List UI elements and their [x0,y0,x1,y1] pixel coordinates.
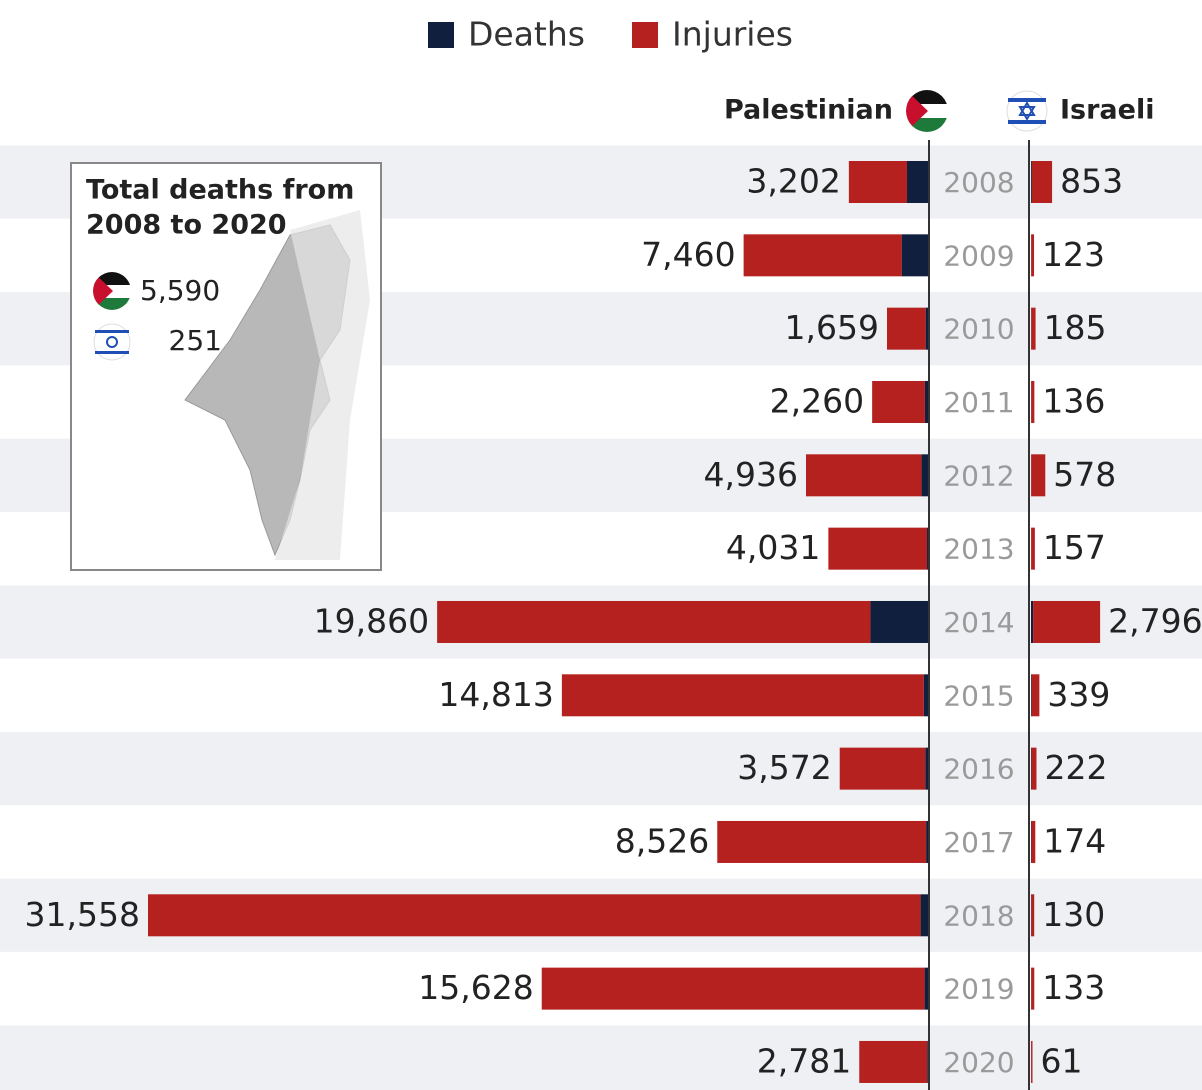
bar-segment [717,820,927,863]
inset: Total deaths from 2008 to 2020 5,590 251 [70,162,382,571]
total-label: 31,558 [25,895,140,934]
bar-segment [541,967,925,1010]
bar-segment [870,600,928,643]
bar-segment [1031,527,1035,570]
bar-segment [848,161,908,203]
year-label: 2016 [943,753,1014,786]
bar-segment [1031,820,1036,863]
bar-segment [437,600,871,643]
bar-segment [148,894,921,937]
bar-segment [743,234,902,277]
inset-value: 5,590 [140,274,220,307]
palestine-flag [906,90,948,132]
bar-segment [1031,674,1040,717]
total-label: 8,526 [615,821,709,860]
total-label: 174 [1043,821,1106,860]
year-label: 2011 [943,386,1014,419]
bar-segment [561,674,924,717]
total-label: 2,260 [770,381,864,420]
year-label: 2012 [943,459,1014,492]
total-label: 3,202 [746,162,840,201]
year-label: 2020 [943,1046,1014,1079]
side-header: Israeli [1060,95,1154,126]
legend-swatch [632,22,658,48]
israel-flag [1006,90,1048,132]
total-label: 7,460 [641,235,735,274]
bar-segment [924,967,928,1010]
bar-segment [1031,600,1034,643]
year-label: 2013 [943,533,1014,566]
bar-segment [921,454,928,497]
year-label: 2019 [943,973,1014,1006]
year-label: 2014 [943,606,1014,639]
row-stripe [0,1025,1202,1090]
bar-segment [1033,600,1101,643]
bar-segment [1031,1040,1033,1083]
bars: 2008 3,202 853 2009 7,460 123 2010 1,659 185 2011… [25,161,1202,1083]
bar-segment [1031,234,1035,277]
total-label: 15,628 [418,968,533,1007]
bar-segment [859,1040,928,1083]
inset-title: 2008 to 2020 [86,210,287,241]
inset-value: 251 [169,324,222,357]
bar-segment [927,527,928,570]
row-stripe [0,732,1202,806]
total-label: 133 [1042,968,1105,1007]
total-label: 3,572 [737,748,831,787]
legend: Deaths Injuries [428,15,793,54]
year-label: 2018 [943,899,1014,932]
bar-segment [1031,454,1046,497]
bar-segment [805,454,922,497]
bar-segment [1031,161,1032,203]
bar-segment [907,161,928,203]
bar-segment [925,307,928,350]
total-label: 157 [1043,528,1106,567]
total-label: 61 [1041,1041,1083,1080]
bar-segment [925,747,928,790]
total-label: 4,936 [704,455,798,494]
bar-segment [923,674,928,717]
year-label: 2008 [943,166,1014,199]
bar-segment [901,234,928,277]
total-label: 4,031 [726,528,820,567]
total-label: 853 [1060,162,1123,201]
bar-segment [839,747,926,790]
year-label: 2010 [943,313,1014,346]
total-label: 2,781 [757,1041,851,1080]
total-label: 19,860 [314,601,429,640]
year-label: 2017 [943,826,1014,859]
bar-segment [924,380,928,423]
total-label: 2,796 [1108,601,1202,640]
legend-label: Injuries [672,15,793,54]
total-label: 222 [1044,748,1107,787]
bar-segment [920,894,928,937]
total-label: 123 [1042,235,1105,274]
bar-segment [828,527,928,570]
side-header: Palestinian [724,95,893,126]
inset-title: Total deaths from [86,175,354,206]
legend-label: Deaths [468,15,585,54]
total-label: 185 [1044,308,1107,347]
bar-segment [927,1040,928,1083]
bar-segment [1031,161,1053,203]
total-label: 130 [1042,895,1105,934]
bar-segment [1031,747,1037,790]
year-label: 2015 [943,679,1014,712]
year-label: 2009 [943,239,1014,272]
bar-segment [1031,380,1035,423]
bar-segment [886,307,926,350]
bar-segment [1031,674,1032,717]
bar-segment [1031,307,1036,350]
bar-segment [1031,894,1035,937]
total-label: 339 [1047,675,1110,714]
bar-segment [872,380,925,423]
bar-segment [926,820,928,863]
total-label: 1,659 [785,308,879,347]
total-label: 14,813 [438,675,553,714]
total-label: 136 [1042,381,1105,420]
legend-swatch [428,22,454,48]
bar-segment [1031,967,1035,1010]
total-label: 578 [1053,455,1116,494]
